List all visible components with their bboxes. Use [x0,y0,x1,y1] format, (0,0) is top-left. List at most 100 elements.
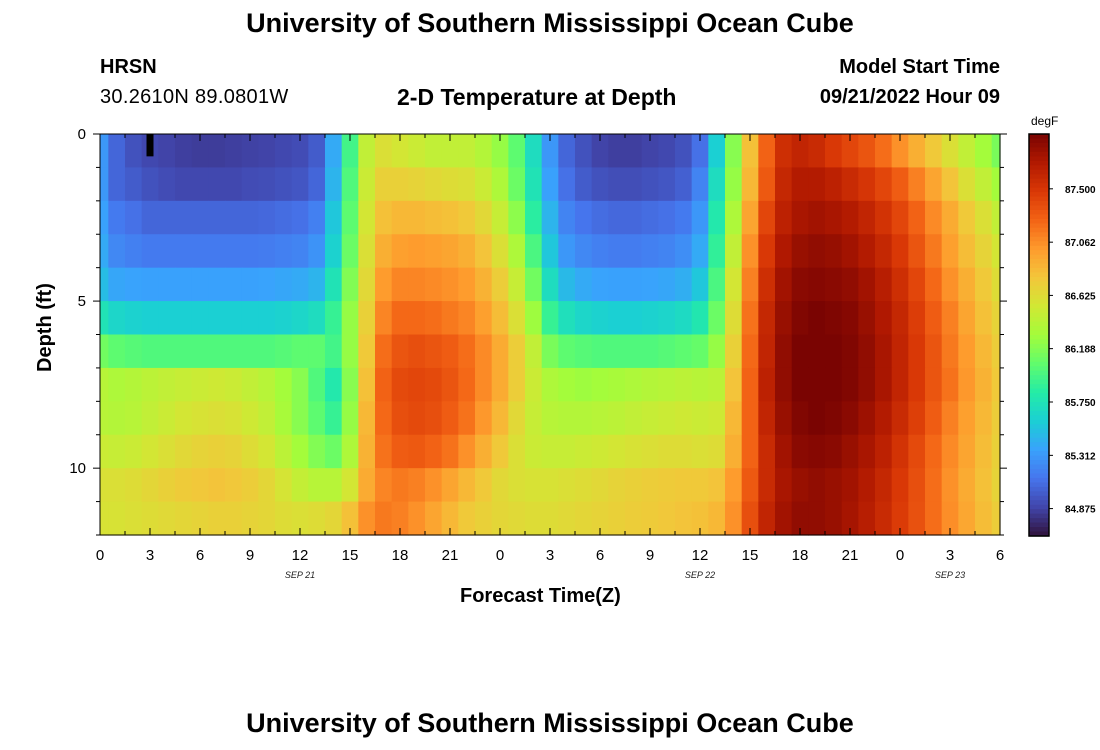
heatmap-cell [225,334,243,369]
heatmap-cell [875,334,893,369]
x-axis-title: Forecast Time(Z) [460,585,621,607]
heatmap-cell [475,401,493,436]
heatmap-cell [308,401,326,436]
colorbar-segment [1029,321,1049,327]
heatmap-cell [525,334,543,369]
colorbar-segment [1029,375,1049,381]
heatmap-cell [458,301,476,336]
heatmap-cell [858,200,876,235]
heatmap-cell [708,401,726,436]
heatmap-cell [558,301,576,336]
heatmap-cell [691,167,709,202]
heatmap-cell [408,234,426,269]
heatmap-cell [425,200,443,235]
heatmap-cell [100,401,109,436]
heatmap-cell [958,501,976,536]
heatmap-cell [708,134,726,169]
heatmap-cell [791,501,809,536]
heatmap-cell [341,134,359,169]
heatmap-cell [741,301,759,336]
heatmap-cell [108,334,126,369]
heatmap-cell [508,167,526,202]
heatmap-cell [125,234,143,269]
colorbar-segment [1029,495,1049,501]
heatmap-cell [175,134,193,169]
colorbar-tick-label: 87.062 [1065,238,1096,249]
heatmap-cell [341,367,359,402]
heatmap-cell [875,501,893,536]
heatmap-cell [258,167,276,202]
heatmap-cell [641,401,659,436]
heatmap-cell [100,267,109,302]
heatmap-cell [825,301,843,336]
heatmap-cell [658,501,676,536]
heatmap-cell [725,367,743,402]
heatmap-cell [825,134,843,169]
heatmap-cell [991,367,1001,402]
heatmap-cell [108,134,126,169]
heatmap-cell [325,334,343,369]
colorbar-segment [1029,312,1049,318]
heatmap-cell [141,501,159,536]
heatmap-cell [725,267,743,302]
heatmap-cell [758,234,776,269]
heatmap-cell [891,434,909,469]
heatmap-cell [158,401,176,436]
heatmap-cell [925,167,943,202]
heatmap-cell [191,501,209,536]
heatmap-cell [741,501,759,536]
x-tick-label: 18 [392,547,409,564]
heatmap-cell [841,401,859,436]
heatmap-cell [175,367,193,402]
colorbar-segment [1029,218,1049,224]
heatmap-cell [341,501,359,536]
heatmap-cell [258,301,276,336]
heatmap-cell [941,134,959,169]
heatmap-cell [308,267,326,302]
heatmap-cells [100,134,1001,536]
heatmap-cell [391,167,409,202]
heatmap-cell [141,367,159,402]
heatmap-cell [141,334,159,369]
heatmap-cell [941,367,959,402]
heatmap-cell [275,334,293,369]
heatmap-cell [658,301,676,336]
heatmap-cell [841,434,859,469]
colorbar-segment [1029,464,1049,470]
colorbar-segment [1029,259,1049,265]
heatmap-cell [525,501,543,536]
heatmap-cell [475,200,493,235]
heatmap-cell [291,167,309,202]
heatmap-cell [875,434,893,469]
x-axis: 0 3 6 9 12 15 18 21 0 3 6 9 12 15 18 21 0 3 6 SEP 21 SEP 22 S… [96,134,1004,580]
heatmap-cell [208,200,226,235]
heatmap-cell [775,134,793,169]
heatmap-cell [508,134,526,169]
heatmap-cell [208,501,226,536]
heatmap-cell [925,134,943,169]
heatmap-cell [975,501,993,536]
heatmap-cell [375,334,393,369]
colorbar-segment [1029,406,1049,412]
heatmap-cell [141,401,159,436]
heatmap-cell [208,401,226,436]
heatmap-cell [758,401,776,436]
heatmap-cell [425,501,443,536]
x-tick-label: 12 [692,547,709,564]
heatmap-cell [458,434,476,469]
colorbar-tick-label: 85.312 [1065,451,1096,462]
heatmap-cell [241,200,259,235]
colorbar-segment [1029,433,1049,439]
heatmap-cell [208,334,226,369]
heatmap-cell [125,200,143,235]
heatmap-cell [625,468,643,503]
heatmap-cell [541,301,559,336]
colorbar-segment [1029,348,1049,354]
heatmap-cell [975,200,993,235]
heatmap-cell [441,267,459,302]
heatmap-cell [241,134,259,169]
heatmap-cell [625,301,643,336]
heatmap-cell [525,468,543,503]
heatmap-cell [525,267,543,302]
heatmap-cell [508,301,526,336]
